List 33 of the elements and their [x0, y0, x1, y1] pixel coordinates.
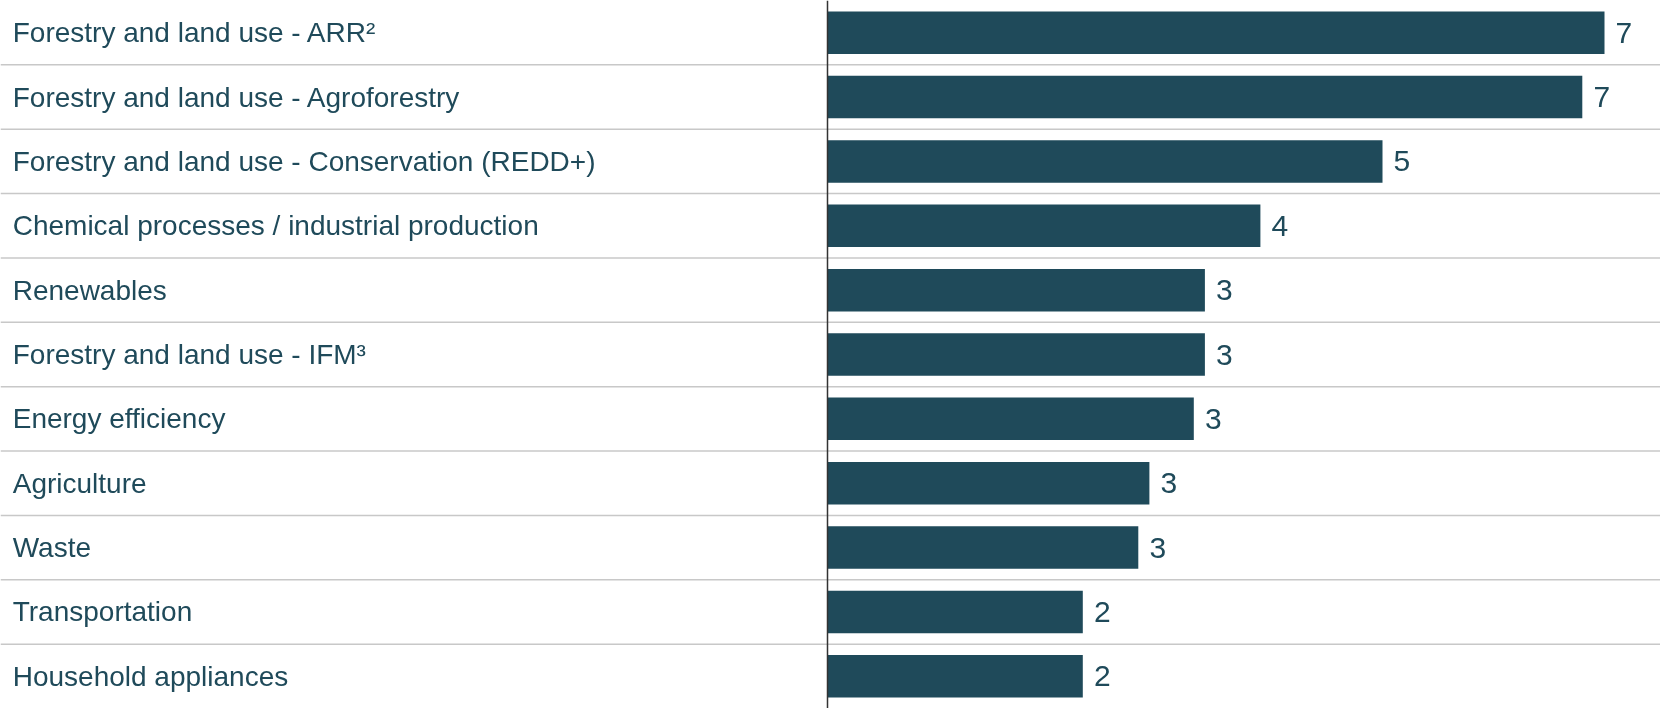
data-label: 2 [1093, 594, 1111, 628]
y-tick-label: Forestry and land use - ARR² [12, 17, 376, 49]
data-label: 2 [1093, 659, 1111, 693]
y-tick-label: Renewables [12, 274, 167, 306]
y-tick-label: Waste [12, 532, 92, 564]
y-tick-label: Agriculture [12, 467, 147, 499]
bar [827, 268, 1205, 312]
bar [827, 590, 1083, 634]
bar [827, 333, 1205, 376]
data-label: 7 [1615, 15, 1633, 49]
data-label: 3 [1216, 337, 1233, 371]
bar [827, 461, 1150, 505]
bar [827, 75, 1583, 119]
y-tick-label: Transportation [12, 596, 193, 628]
bar [827, 655, 1083, 698]
data-label: 7 [1593, 80, 1611, 114]
y-tick-label: Forestry and land use - Conservation (REDD+) [12, 145, 596, 177]
data-label: 3 [1160, 466, 1178, 500]
data-label: 3 [1216, 273, 1233, 307]
data-label: 5 [1393, 144, 1411, 178]
bar [827, 397, 1194, 441]
bar [827, 204, 1261, 248]
data-label: 4 [1271, 208, 1289, 242]
y-tick-label: Forestry and land use - Agroforestry [12, 81, 460, 113]
y-tick-label: Chemical processes / industrial production [12, 210, 539, 242]
bar [827, 11, 1605, 54]
data-label: 3 [1149, 530, 1167, 564]
y-tick-label: Forestry and land use - IFM³ [12, 339, 366, 370]
data-label: 3 [1204, 401, 1222, 435]
bar [827, 140, 1383, 183]
y-tick-label: Energy efficiency [12, 403, 226, 435]
bar [827, 526, 1139, 569]
y-tick-label: Household appliances [12, 660, 289, 692]
